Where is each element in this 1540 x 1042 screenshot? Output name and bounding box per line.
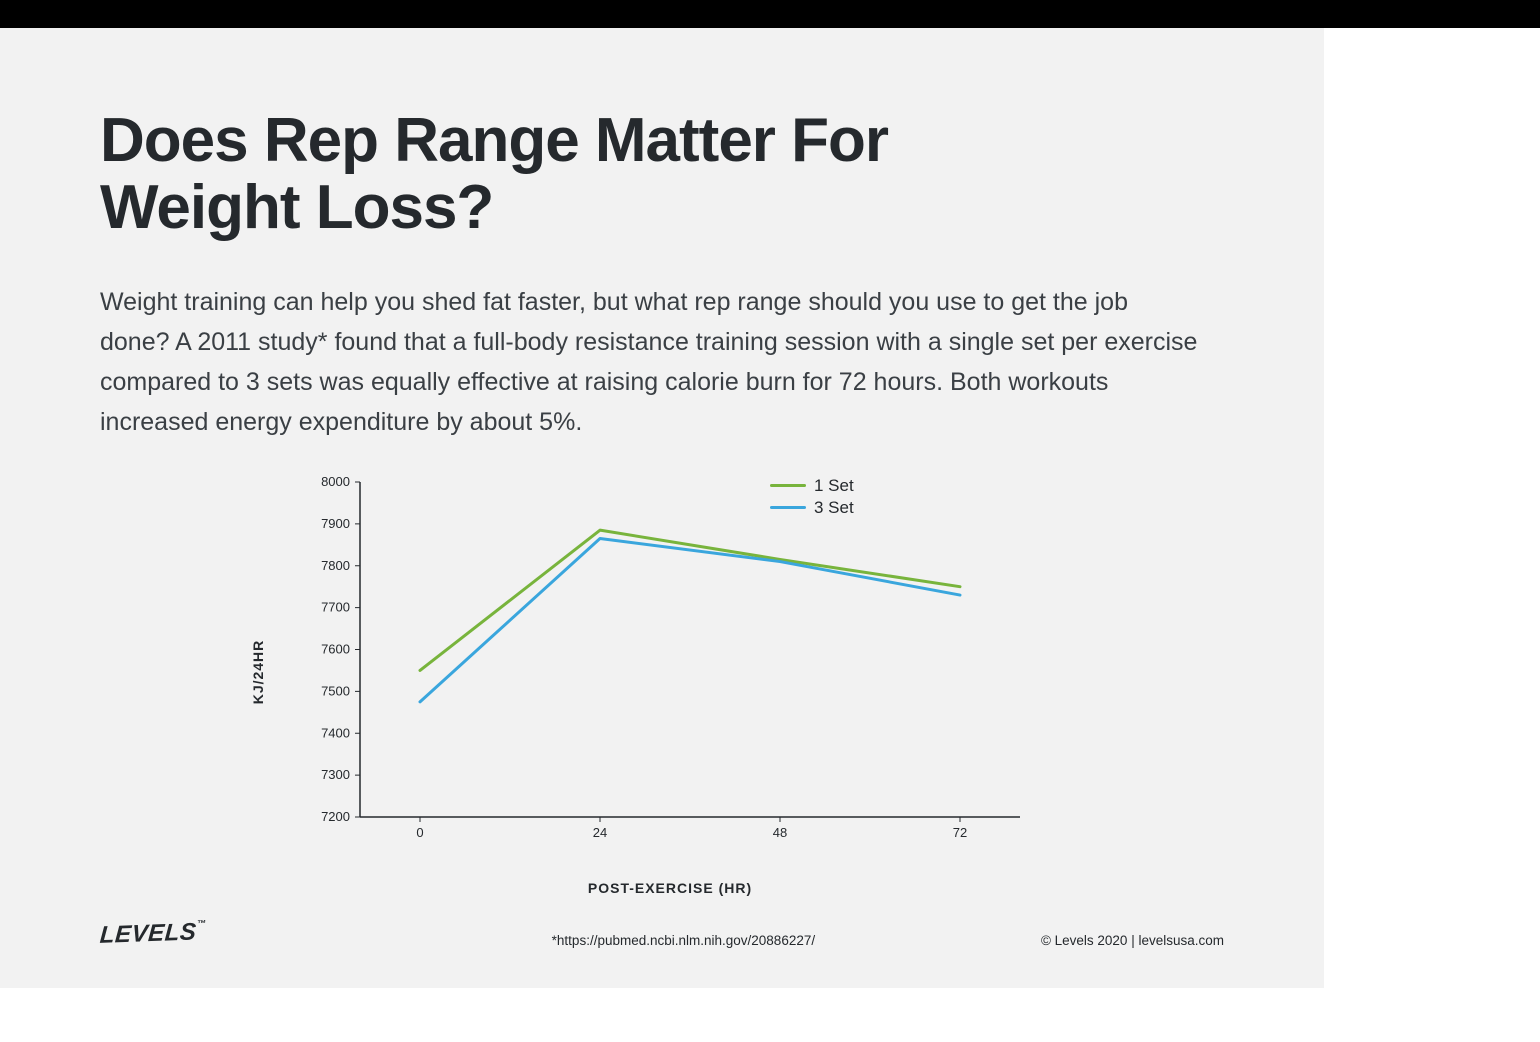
legend-label: 1 Set [814,476,854,496]
top-bar [0,0,1540,28]
svg-text:0: 0 [416,825,423,840]
legend-item: 3 Set [770,498,854,518]
legend-swatch [770,506,806,509]
svg-text:72: 72 [953,825,967,840]
svg-text:7300: 7300 [321,767,350,782]
footer: LEVELS™ *https://pubmed.ncbi.nlm.nih.gov… [100,920,1224,948]
chart-legend: 1 Set3 Set [770,476,854,520]
line-chart: KJ/24HR 72007300740075007600770078007900… [290,472,1050,872]
chart-svg: 7200 7300 7400 7500 7600 7700 7800 7900 8000 0 24 4… [290,472,1050,852]
x-axis-label: POST-EXERCISE (HR) [290,880,1050,896]
svg-text:7800: 7800 [321,558,350,573]
svg-text:7500: 7500 [321,683,350,698]
svg-text:48: 48 [773,825,787,840]
legend-swatch [770,484,806,487]
trademark-icon: ™ [197,918,207,928]
svg-text:7900: 7900 [321,516,350,531]
citation-text: *https://pubmed.ncbi.nlm.nih.gov/2088622… [326,933,1041,948]
y-axis-label: KJ/24HR [250,640,266,705]
svg-text:7700: 7700 [321,600,350,615]
svg-text:7400: 7400 [321,725,350,740]
intro-paragraph: Weight training can help you shed fat fa… [100,282,1200,442]
svg-text:24: 24 [593,825,607,840]
brand-logo: LEVELS™ [99,918,207,950]
infographic-page: Does Rep Range Matter For Weight Loss? W… [0,28,1324,988]
logo-text: LEVELS [99,918,198,948]
svg-text:7200: 7200 [321,809,350,824]
svg-text:7600: 7600 [321,641,350,656]
legend-item: 1 Set [770,476,854,496]
copyright-text: © Levels 2020 | levelsusa.com [1041,933,1224,948]
page-title: Does Rep Range Matter For Weight Loss? [100,108,1100,242]
svg-text:8000: 8000 [321,474,350,489]
legend-label: 3 Set [814,498,854,518]
